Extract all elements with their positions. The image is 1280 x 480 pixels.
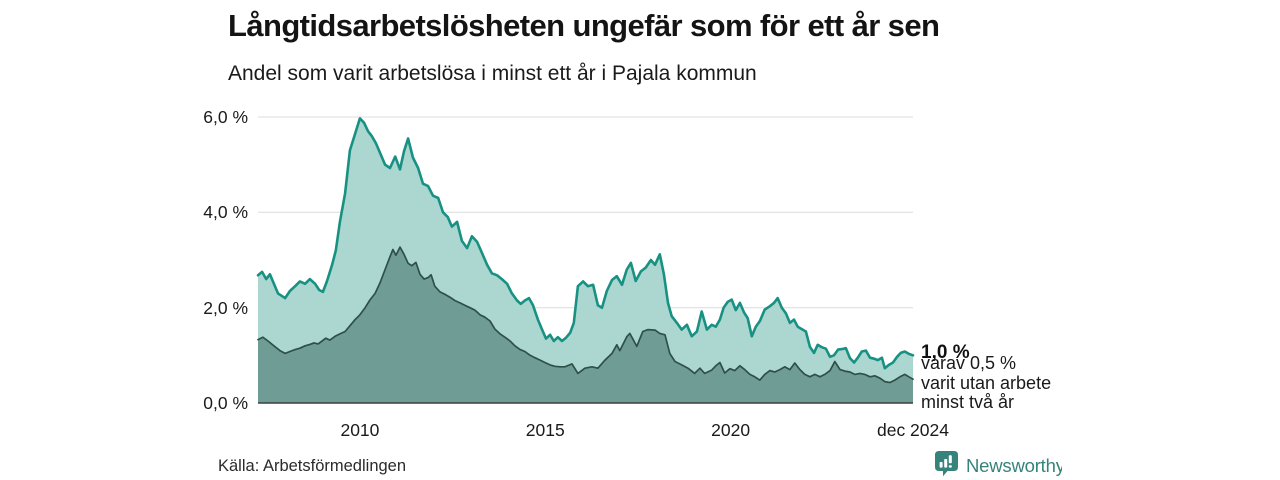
end-value-label: 1,0 % xyxy=(921,342,970,363)
y-tick-label: 4,0 % xyxy=(203,202,248,223)
chart-subtitle: Andel som varit arbetslösa i minst ett å… xyxy=(228,62,757,85)
end-value-detail-line3: minst två år xyxy=(921,392,1015,412)
end-value-detail: varav 0,5 % varit utan arbete minst två … xyxy=(921,353,1052,413)
source-note: Källa: Arbetsförmedlingen xyxy=(218,457,407,475)
newsworthy-logo[interactable]: Newsworthy xyxy=(934,450,1062,480)
bar-chart-bubble-icon xyxy=(934,450,959,480)
y-tick-label: 2,0 % xyxy=(203,297,248,318)
area-series-2 xyxy=(258,247,913,403)
end-value-detail-line1: varav 0,5 % xyxy=(921,353,1017,373)
line-series-1 xyxy=(256,117,915,370)
newsworthy-logo-text: Newsworthy xyxy=(966,455,1062,476)
x-tick-label: dec 2024 xyxy=(876,420,949,440)
x-tick-label: 2015 xyxy=(525,420,565,440)
x-tick-label: 2010 xyxy=(340,420,380,440)
figure-container: Långtidsarbetslösheten ungefär som för e… xyxy=(203,8,1062,480)
x-tick-label: 2020 xyxy=(711,420,751,440)
y-tick-label: 6,0 % xyxy=(203,107,248,127)
line-series-2 xyxy=(257,246,914,384)
end-value-detail-line2: varit utan arbete xyxy=(921,372,1052,393)
unemployment-area-chart xyxy=(256,116,915,404)
chart-title: Långtidsarbetslösheten ungefär som för e… xyxy=(228,8,940,43)
y-tick-label: 0,0 % xyxy=(203,393,248,413)
